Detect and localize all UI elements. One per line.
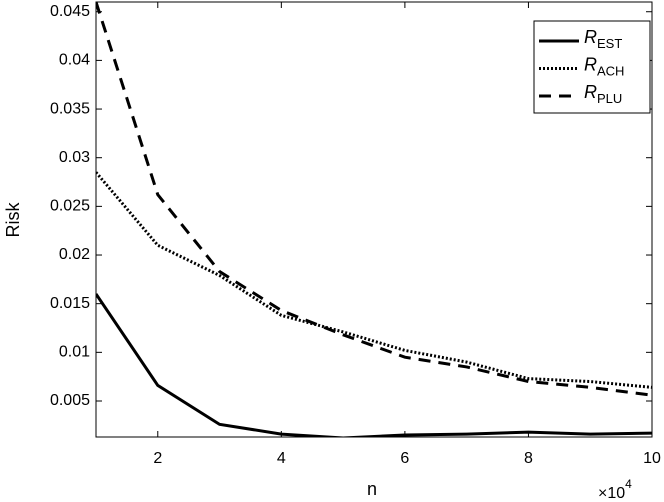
x-tick-label: 10	[643, 450, 661, 467]
legend-subscript: EST	[597, 36, 622, 51]
line	[96, 2, 652, 397]
legend-name: R	[584, 27, 597, 47]
legend-name: R	[584, 54, 597, 74]
x-tick-label: 4	[277, 450, 286, 467]
x-multiplier-base: ×10	[598, 485, 625, 502]
x-tick-label: 2	[153, 450, 162, 467]
x-tick-label: 6	[400, 450, 409, 467]
legend-box	[533, 20, 651, 114]
y-tick-label: 0.03	[59, 149, 90, 166]
y-tick-label: 0.035	[50, 100, 90, 117]
y-tick-label: 0.04	[59, 52, 90, 69]
legend-label: REST	[584, 27, 622, 52]
legend-name: R	[584, 82, 597, 102]
legend-label: RPLU	[584, 82, 622, 107]
y-tick-label: 0.01	[59, 344, 90, 361]
x-multiplier: ×104	[598, 477, 632, 502]
legend-subscript: ACH	[597, 64, 624, 79]
y-tick-label: 0.025	[50, 198, 90, 215]
x-tick-label: 8	[524, 450, 533, 467]
legend-label: RACH	[584, 54, 624, 79]
x-axis-label: n	[367, 479, 377, 499]
x-multiplier-exponent: 4	[625, 477, 632, 491]
legend-subscript: PLU	[597, 91, 622, 106]
line	[96, 293, 652, 437]
y-tick-label: 0.005	[50, 392, 90, 409]
y-tick-label: 0.045	[50, 3, 90, 20]
y-axis-label: Risk	[3, 202, 23, 238]
y-tick-label: 0.015	[50, 295, 90, 312]
y-tick-label: 0.02	[59, 246, 90, 263]
plot-frame	[95, 1, 653, 438]
line	[96, 171, 652, 389]
